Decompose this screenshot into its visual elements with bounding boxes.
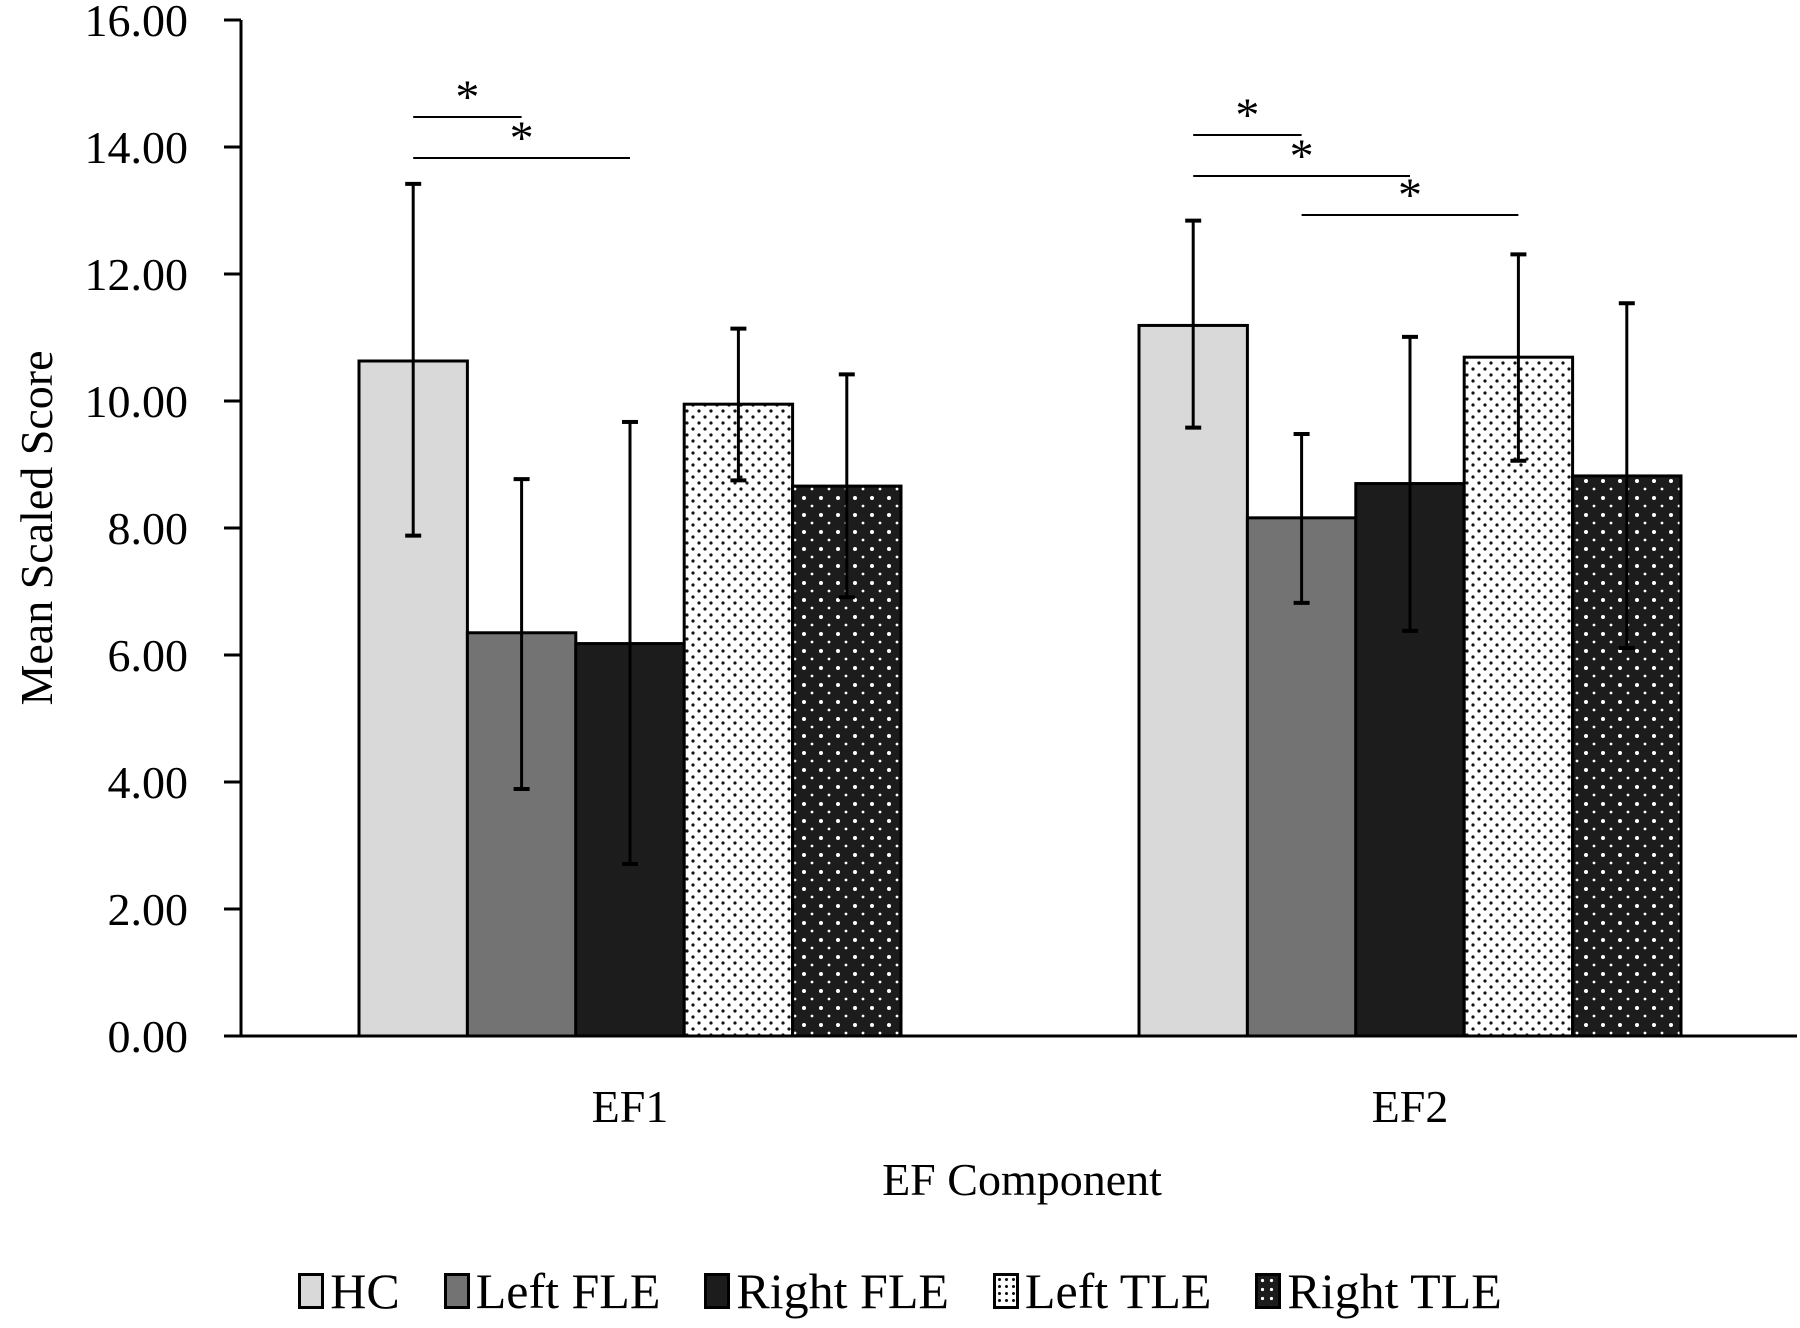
legend-swatch: [992, 1273, 1019, 1309]
y-tick-label: 14.00: [85, 122, 189, 173]
bar-chart: 0.00 2.00 4.00 6.00 8.00 10.00 12.00 14.00 16.00…: [11, 0, 1797, 1205]
significance-star: *: [1235, 89, 1259, 142]
error-bars: [405, 181, 1635, 866]
bar-left-tle-ef2: [1462, 355, 1575, 1038]
significance-star: *: [1398, 169, 1422, 222]
legend-item: Right TLE: [1255, 1262, 1502, 1320]
y-axis-title: Mean Scaled Score: [11, 350, 62, 705]
legend-swatch: [704, 1273, 731, 1309]
y-tick-label: 8.00: [108, 503, 189, 554]
legend: HC Left FLE Right FLE Left TLE Right TLE: [0, 1262, 1800, 1320]
legend-label: Right TLE: [1287, 1263, 1502, 1319]
legend-label: Right FLE: [736, 1263, 949, 1319]
x-category-label: EF2: [1372, 1081, 1449, 1132]
legend-label: Left TLE: [1024, 1263, 1212, 1319]
legend-swatch: [1255, 1273, 1282, 1309]
significance-star: *: [510, 112, 534, 165]
bar-left-tle-ef1: [682, 402, 795, 1038]
significance-markers: * * * * *: [413, 71, 1519, 222]
y-tick-label: 16.00: [85, 0, 189, 46]
y-tick-label: 10.00: [85, 376, 189, 427]
bars: [357, 323, 1683, 1038]
bar-hc-ef2: [1137, 323, 1249, 1038]
legend-label: HC: [330, 1263, 400, 1319]
y-tick-label: 12.00: [85, 249, 189, 300]
significance-star: *: [455, 71, 479, 124]
legend-swatch: [443, 1273, 470, 1309]
y-tick-label: 0.00: [108, 1011, 189, 1062]
significance-star: *: [1290, 130, 1314, 183]
legend-item: Left FLE: [443, 1262, 661, 1320]
y-tick-label: 2.00: [108, 884, 189, 935]
x-category-label: EF1: [592, 1081, 669, 1132]
legend-item: Left TLE: [992, 1262, 1212, 1320]
legend-item: HC: [298, 1262, 400, 1320]
axes: 0.00 2.00 4.00 6.00 8.00 10.00 12.00 14.00 16.00…: [85, 0, 1797, 1132]
y-tick-label: 6.00: [108, 630, 189, 681]
x-axis-title: EF Component: [882, 1154, 1162, 1205]
y-tick-label: 4.00: [108, 757, 189, 808]
legend-swatch: [298, 1273, 325, 1309]
legend-item: Right FLE: [704, 1262, 949, 1320]
legend-label: Left FLE: [475, 1263, 661, 1319]
